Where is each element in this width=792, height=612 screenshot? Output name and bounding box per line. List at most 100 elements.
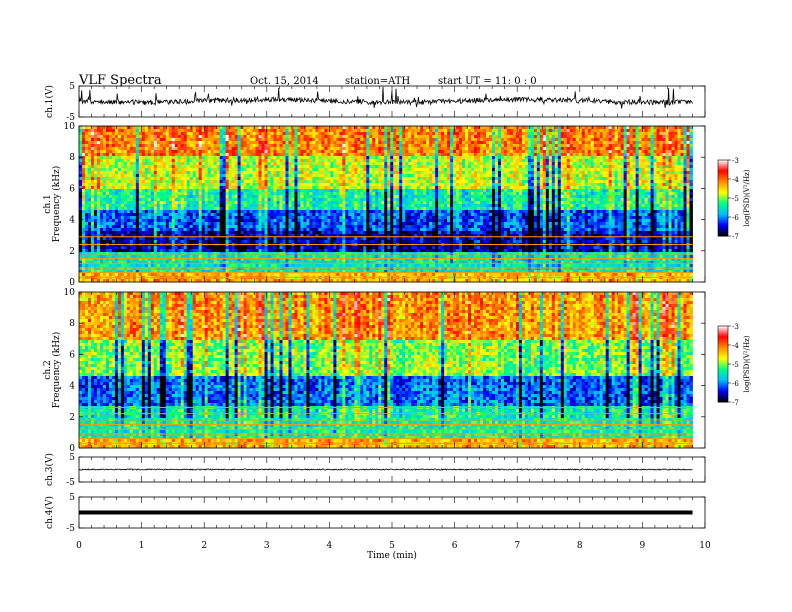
spectrogram-cell (515, 129, 520, 133)
spectrogram-cell (234, 183, 238, 187)
spectrogram-cell (578, 195, 583, 199)
spectrogram-cell (450, 141, 454, 145)
spectrogram-cell (267, 156, 271, 160)
spectrogram-cell (303, 195, 307, 199)
spectrogram-cell (548, 180, 553, 184)
spectrogram-cell (180, 147, 185, 151)
spectrogram-cell (357, 192, 361, 196)
spectrogram-cell (375, 153, 379, 157)
spectrogram-cell (435, 156, 439, 160)
spectrogram-cell (210, 129, 215, 133)
spectrogram-cell (575, 132, 580, 136)
spectrogram-cell (369, 177, 373, 181)
spectrogram-cell (180, 168, 185, 172)
spectrogram-cell (611, 126, 616, 130)
spectrogram-cell (435, 129, 439, 133)
spectrogram-cell (396, 129, 400, 133)
spectrogram-cell (144, 147, 149, 151)
spectrogram-cell (180, 159, 185, 163)
spectrogram-cell (345, 156, 349, 160)
spectrogram-cell (330, 168, 334, 172)
spectrogram-cell (261, 195, 265, 199)
spectrogram-cell (177, 168, 182, 172)
spectrogram-cell (584, 135, 589, 139)
spectrogram-cell (542, 132, 547, 136)
spectrogram-cell (207, 180, 212, 184)
spectrogram-cell (429, 171, 433, 175)
spectrogram-cell (423, 150, 427, 154)
spectrogram-cell (569, 192, 574, 196)
spectrogram-cell (177, 153, 182, 157)
spectrogram-cell (381, 141, 385, 145)
spectrogram-cell (363, 147, 367, 151)
spectrogram-cell (659, 183, 663, 187)
spectrogram-cell (132, 156, 137, 160)
spectrogram-cell (557, 180, 562, 184)
spectrogram-cell (327, 183, 331, 187)
spectrogram-cell (96, 192, 101, 196)
spectrogram-cell (369, 129, 373, 133)
spectrogram-cell (114, 195, 119, 199)
spectrogram-cell (339, 135, 343, 139)
spectrogram-cell (96, 135, 101, 139)
spectrogram-cell (536, 183, 541, 187)
spectrogram-cell (471, 183, 475, 187)
spectrogram-cell (578, 180, 583, 184)
spectrogram-cell (273, 126, 277, 130)
spectrogram-cell (126, 162, 131, 166)
spectrogram-cell (207, 132, 212, 136)
spectrogram-cell (539, 174, 544, 178)
spectrogram-cell (593, 168, 598, 172)
spectrogram-cell (141, 129, 146, 133)
spectrogram-cell (468, 150, 472, 154)
spectrogram-cell (575, 183, 580, 187)
spectrogram-cell (189, 138, 194, 142)
spectrogram-cell (270, 129, 274, 133)
spectrogram-cell (629, 126, 634, 130)
spectrogram-cell (569, 159, 574, 163)
spectrogram-cell (465, 159, 469, 163)
spectrogram-cell (512, 135, 517, 139)
spectrogram-cell (689, 129, 693, 133)
spectrogram-cell (477, 180, 481, 184)
spectrogram-cell (575, 186, 580, 190)
spectrogram-cell (171, 135, 176, 139)
spectrogram-cell (264, 144, 268, 148)
spectrogram-cell (644, 189, 648, 193)
spectrogram-cell (444, 177, 448, 181)
spectrogram-cell (518, 159, 523, 163)
spectrogram-cell (378, 168, 382, 172)
spectrogram-cell (237, 180, 241, 184)
spectrogram-cell (195, 195, 200, 199)
spectrogram-cell (518, 192, 523, 196)
spectrogram-cell (414, 153, 418, 157)
spectrogram-cell (402, 150, 406, 154)
spectrogram-cell (483, 135, 487, 139)
spectrogram-cell (144, 186, 149, 190)
spectrogram-cell (333, 189, 337, 193)
spectrogram-cell (315, 174, 319, 178)
spectrogram-cell (159, 186, 164, 190)
spectrogram-cell (309, 165, 313, 169)
spectrogram-cell (396, 141, 400, 145)
spectrogram-cell (605, 126, 610, 130)
spectrogram-cell (357, 153, 361, 157)
spectrogram-cell (521, 186, 526, 190)
spectrogram-cell (554, 159, 559, 163)
spectrogram-cell (144, 177, 149, 181)
spectrogram-cell (339, 171, 343, 175)
spectrogram-cell (150, 144, 155, 148)
spectrogram-cell (629, 171, 634, 175)
spectrogram-cell (551, 168, 556, 172)
spectrogram-cell (638, 156, 642, 160)
spectrogram-cell (300, 165, 304, 169)
spectrogram-cell (324, 153, 328, 157)
spectrogram-cell (258, 156, 262, 160)
spectrogram-cell (360, 147, 364, 151)
spectrogram-cell (174, 156, 179, 160)
spectrogram-cell (605, 177, 610, 181)
spectrogram-cell (635, 186, 640, 190)
spectrogram-cell (79, 153, 83, 157)
spectrogram-cell (590, 153, 595, 157)
spectrogram-cell (381, 138, 385, 142)
